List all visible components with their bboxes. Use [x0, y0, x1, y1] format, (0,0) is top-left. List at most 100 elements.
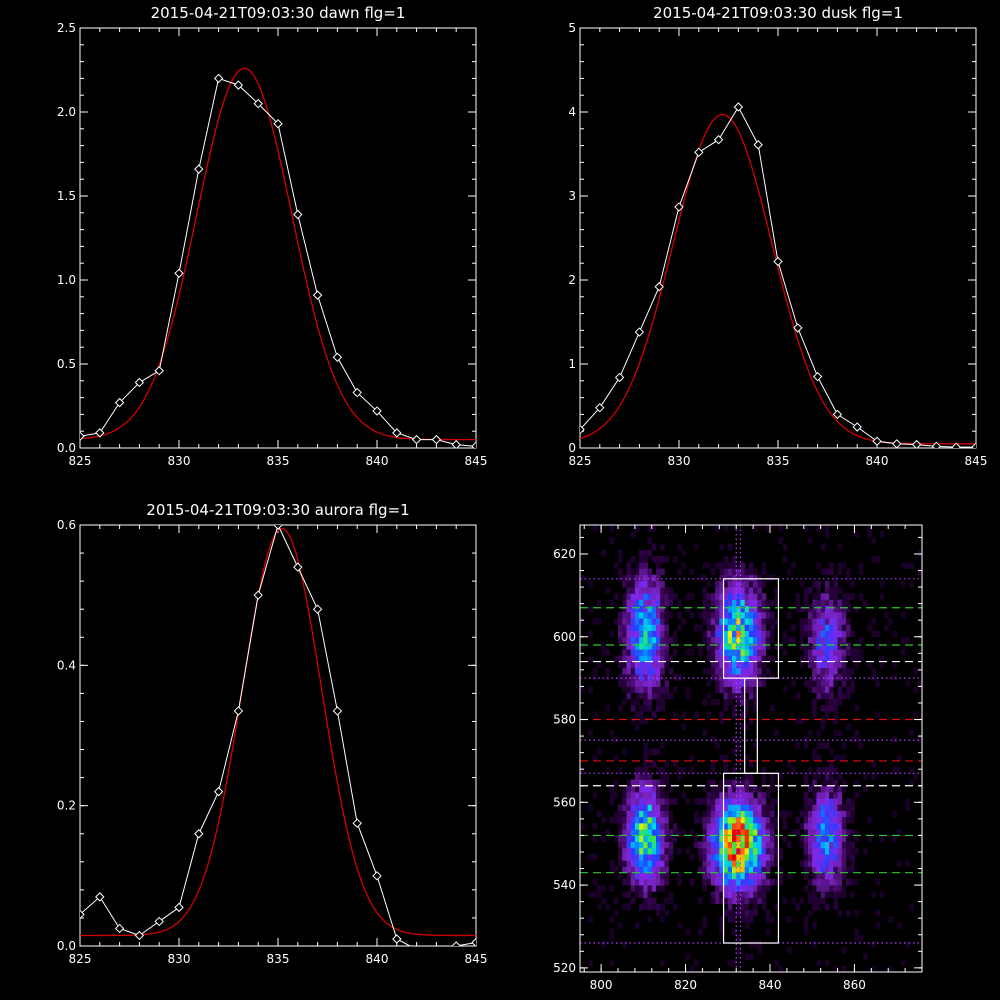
heatmap-cell: [905, 562, 910, 569]
heatmap-cell: [833, 854, 838, 861]
heatmap-cell: [643, 698, 648, 706]
heatmap-cell: [824, 872, 830, 880]
heatmap-cell: [626, 854, 632, 861]
heatmap-cell: [601, 885, 606, 892]
heatmap-cell: [833, 903, 838, 911]
heatmap-cell: [841, 624, 847, 631]
heatmap-cell: [803, 872, 809, 880]
heatmap-cell: [622, 940, 627, 948]
heatmap-cell: [799, 642, 805, 650]
heatmap-cell: [744, 686, 750, 694]
heatmap-cell: [879, 661, 885, 669]
heatmap-cell: [660, 568, 665, 576]
heatmap-cell: [816, 630, 822, 638]
heatmap-cell: [639, 587, 644, 594]
heatmap-cell: [820, 667, 826, 675]
heatmap-cell: [647, 866, 653, 874]
heatmap-cell: [626, 661, 632, 669]
heatmap-cell: [748, 587, 754, 594]
heatmap-cell: [820, 674, 826, 681]
heatmap-cell: [719, 916, 724, 923]
heatmap-cell: [706, 841, 712, 849]
heatmap-cell: [753, 897, 758, 905]
heatmap-cell: [651, 711, 657, 718]
heatmap-cell: [694, 624, 699, 631]
heatmap-cell: [647, 760, 653, 768]
heatmap-cell: [651, 829, 657, 836]
heatmap-cell: [812, 829, 817, 836]
heatmap-cell: [618, 767, 623, 774]
heatmap-cell: [816, 816, 822, 824]
heatmap-cell: [837, 854, 843, 861]
heatmap-cell: [706, 580, 712, 588]
heatmap-cell: [732, 829, 737, 836]
heatmap-cell: [723, 624, 729, 631]
heatmap-cell: [651, 823, 657, 830]
heatmap-cell: [736, 667, 741, 675]
heatmap-cell: [710, 835, 716, 843]
heatmap-cell: [816, 624, 822, 631]
heatmap-cell: [808, 767, 813, 774]
heatmap-cell: [672, 556, 678, 563]
heatmap-cell: [744, 574, 750, 582]
heatmap-cell: [757, 810, 762, 818]
heatmap-cell: [715, 649, 720, 656]
heatmap-cell: [867, 835, 872, 843]
heatmap-cell: [753, 593, 758, 600]
heatmap-cell: [656, 587, 661, 594]
heatmap-cell: [740, 698, 746, 706]
heatmap-cell: [846, 674, 851, 681]
heatmap-cell: [909, 580, 914, 588]
heatmap-cell: [820, 885, 826, 892]
heatmap-cell: [668, 891, 674, 898]
heatmap-cell: [824, 698, 830, 706]
heatmap-cell: [824, 655, 830, 662]
heatmap-cell: [626, 829, 632, 836]
heatmap-cell: [748, 593, 754, 600]
heatmap-cell: [740, 686, 746, 694]
heatmap-cell: [816, 686, 822, 694]
heatmap-cell: [803, 816, 809, 824]
heatmap-cell: [829, 748, 834, 756]
heatmap-cell: [774, 599, 779, 607]
heatmap-cell: [854, 649, 860, 656]
heatmap-cell: [647, 537, 653, 545]
heatmap-cell: [808, 611, 813, 619]
x-tick-label: 840: [366, 952, 389, 966]
heatmap-cell: [630, 779, 636, 787]
heatmap-cell: [643, 773, 648, 780]
heatmap-cell: [829, 686, 834, 694]
heatmap-cell: [820, 599, 826, 607]
heatmap-cell: [829, 618, 834, 625]
heatmap-cell: [748, 866, 754, 874]
heatmap-cell: [816, 767, 822, 774]
heatmap-cell: [609, 798, 615, 805]
heatmap-cell: [824, 692, 830, 700]
heatmap-cell: [732, 891, 737, 898]
heatmap-cell: [748, 562, 754, 569]
heatmap-cell: [715, 891, 720, 898]
heatmap-cell: [748, 611, 754, 619]
heatmap-cell: [618, 835, 623, 843]
heatmap-cell: [732, 841, 737, 849]
heatmap-cell: [634, 611, 640, 619]
heatmap-cell: [630, 810, 636, 818]
heatmap-cell: [643, 674, 648, 681]
data-point: [293, 209, 303, 220]
heatmap-cell: [744, 916, 750, 923]
data-point: [80, 909, 85, 920]
heatmap-cell: [744, 642, 750, 650]
data-point: [312, 290, 323, 300]
heatmap-cell: [833, 829, 838, 836]
heatmap-cell: [656, 903, 661, 911]
heatmap-cell: [639, 605, 644, 613]
heatmap-cell: [672, 630, 678, 638]
heatmap-cell: [736, 593, 741, 600]
heatmap-cell: [812, 878, 817, 886]
heatmap-cell: [846, 568, 851, 576]
heatmap-cell: [812, 642, 817, 650]
x-tick-label: 845: [965, 454, 988, 468]
heatmap-cell: [723, 692, 729, 700]
heatmap-cell: [740, 642, 746, 650]
heatmap-cell: [820, 816, 826, 824]
